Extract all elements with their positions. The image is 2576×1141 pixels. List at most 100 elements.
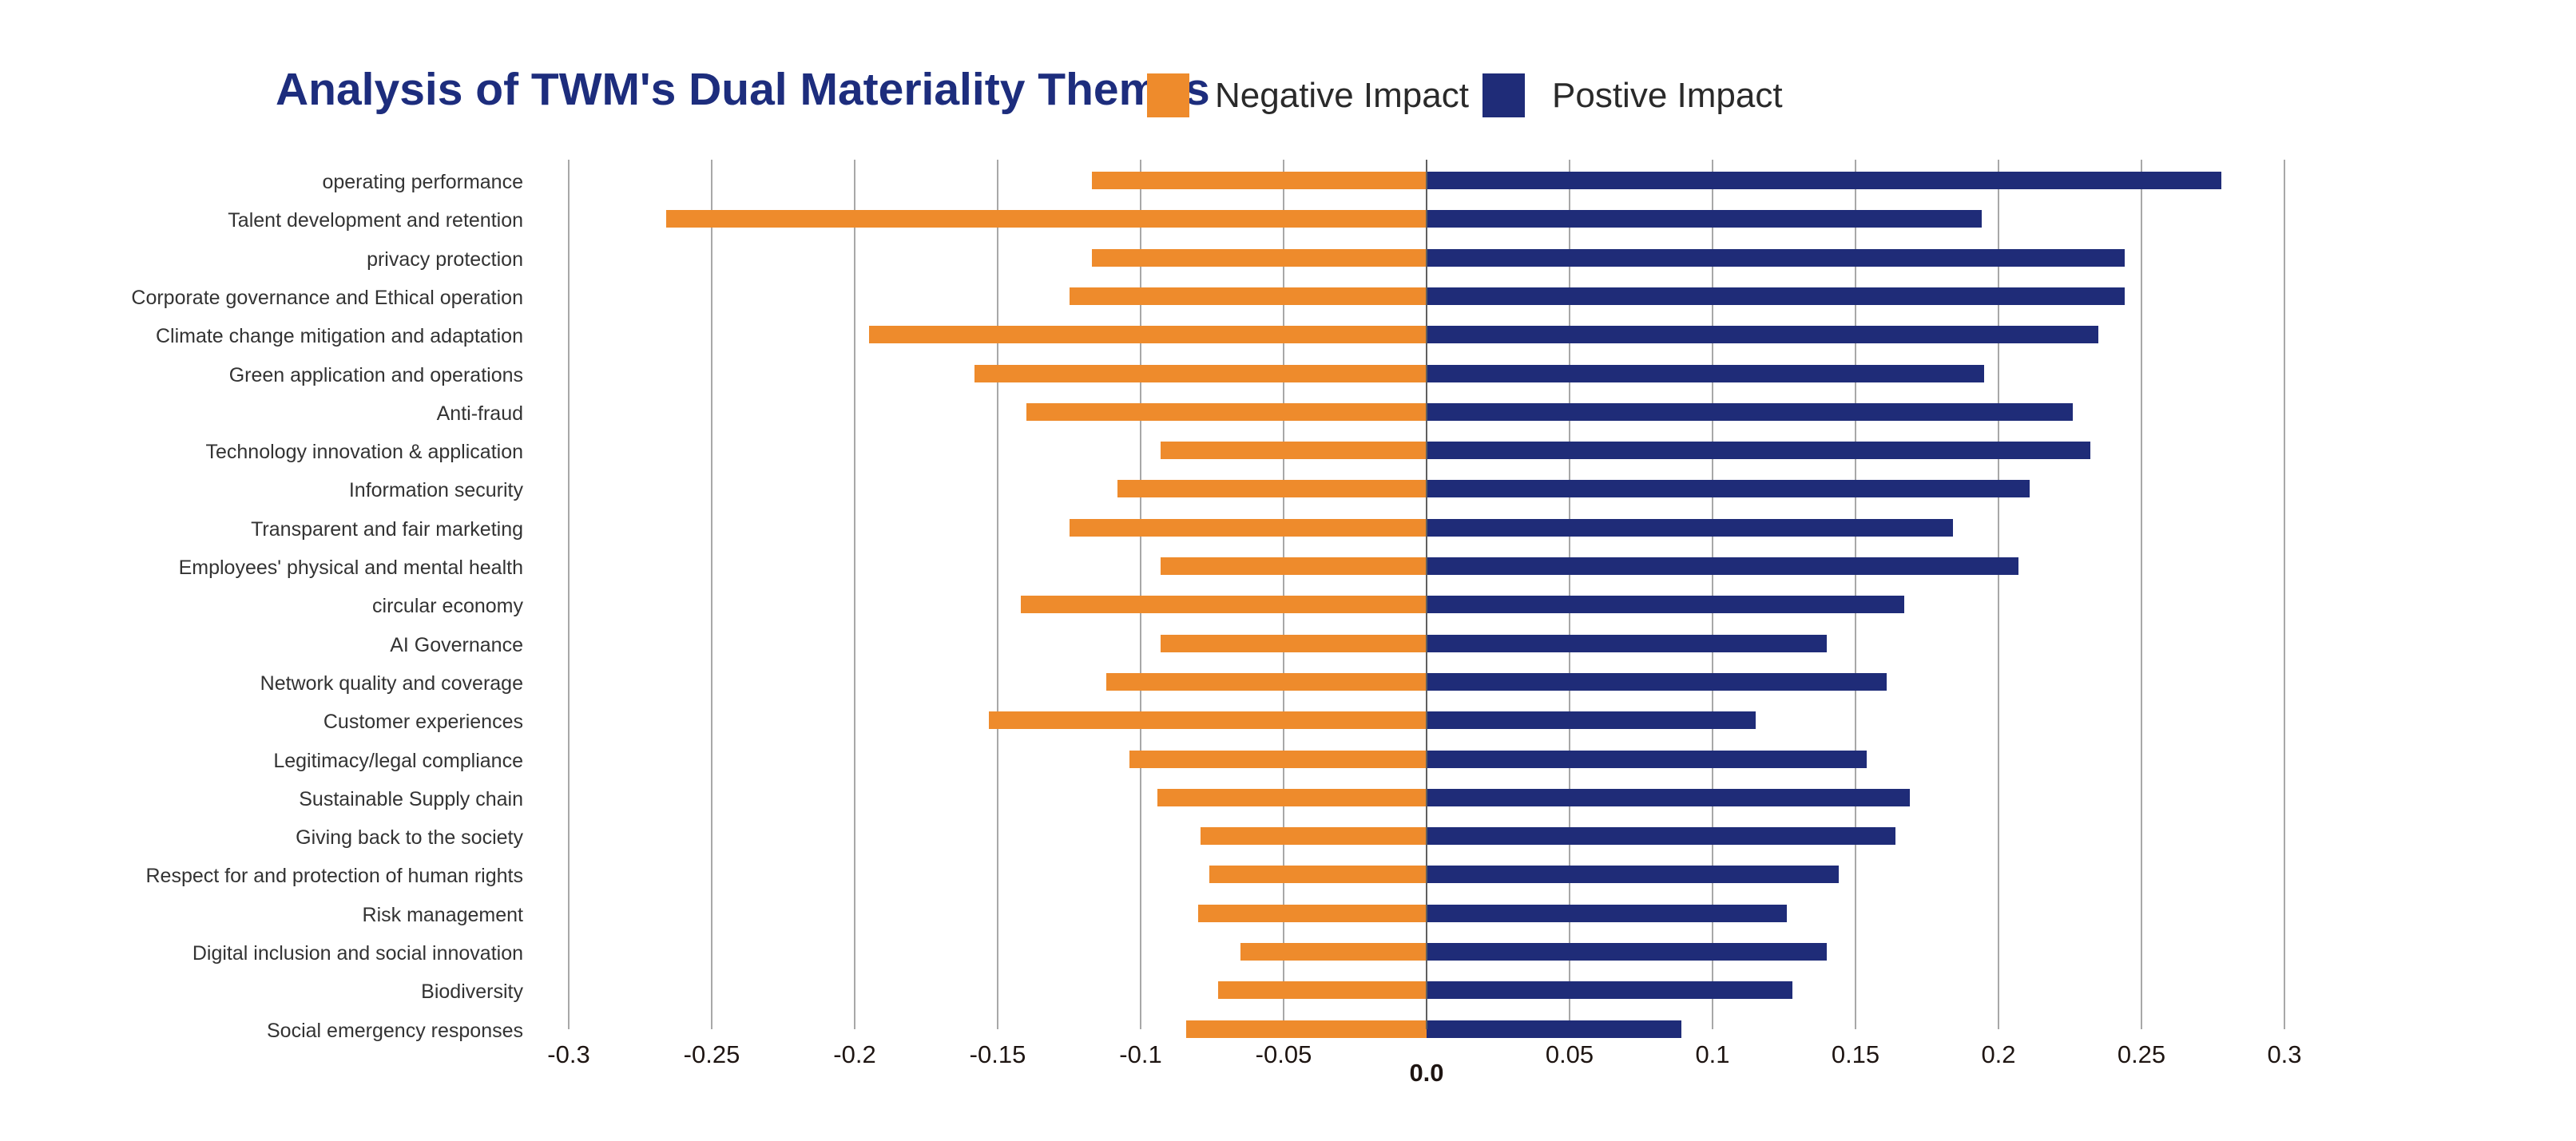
bar-positive (1427, 326, 2099, 344)
category-label: Talent development and retention (228, 209, 523, 232)
bar-negative (1092, 172, 1427, 189)
bar-negative (1069, 287, 1427, 305)
bar-negative (1106, 672, 1427, 691)
category-label: Corporate governance and Ethical operati… (131, 286, 523, 309)
bar-positive (1427, 866, 1839, 884)
category-label: Anti-fraud (436, 402, 523, 425)
gridline (1998, 160, 1999, 1029)
bar-negative (1069, 518, 1427, 537)
bar-negative (1217, 981, 1427, 1000)
category-label: Technology innovation & application (205, 441, 524, 464)
category-label: Employees' physical and mental health (178, 557, 523, 579)
category-label: Risk management (362, 903, 523, 926)
legend-positive-label: Postive Impact (1552, 76, 1783, 115)
gridline (1569, 160, 1570, 1029)
bar-positive (1427, 287, 2125, 305)
bar-positive (1427, 248, 2125, 267)
category-label: privacy protection (367, 248, 523, 271)
bar-negative (974, 364, 1427, 382)
bar-positive (1427, 943, 1828, 961)
bar-negative (1129, 750, 1427, 768)
x-tick-label: -0.1 (1119, 1040, 1162, 1068)
category-label: Digital inclusion and social innovation (192, 942, 523, 965)
category-label: Biodiversity (421, 981, 523, 1004)
category-label: Social emergency responses (267, 1019, 523, 1042)
bar-negative (1157, 788, 1427, 806)
category-label: Green application and operations (228, 363, 523, 386)
bar-positive (1427, 788, 1911, 806)
bar-positive (1427, 518, 1953, 537)
bar-negative (1161, 442, 1427, 460)
bar-positive (1427, 1020, 1681, 1038)
bar-negative (868, 326, 1427, 344)
category-label: Respect for and protection of human righ… (145, 865, 524, 888)
bar-positive (1427, 672, 1887, 691)
bar-positive (1427, 210, 1982, 228)
category-label: Sustainable Supply chain (299, 787, 523, 810)
category-label: Legitimacy/legal compliance (273, 749, 523, 772)
bar-negative (989, 711, 1427, 730)
gridline (1140, 160, 1141, 1029)
category-label: Giving back to the society (296, 826, 523, 850)
bar-negative (1161, 634, 1427, 652)
gridline (568, 160, 570, 1029)
bar-positive (1427, 596, 1904, 614)
x-tick-label: 0.15 (1831, 1040, 1880, 1068)
x-tick-label: 0.05 (1545, 1040, 1594, 1068)
bar-negative (1020, 596, 1427, 614)
bar-positive (1427, 634, 1828, 652)
legend-negative-label: Negative Impact (1215, 76, 1469, 115)
bar-positive (1427, 402, 2074, 421)
gridline (711, 160, 712, 1029)
bar-positive (1427, 442, 2090, 460)
bar-positive (1427, 480, 2030, 498)
bar-negative (665, 210, 1427, 228)
bar-negative (1240, 943, 1427, 961)
category-label: Climate change mitigation and adaptation (155, 325, 523, 348)
gridline (2141, 160, 2142, 1029)
bar-negative (1161, 557, 1427, 575)
bar-negative (1092, 248, 1427, 267)
bar-negative (1186, 1020, 1427, 1038)
bar-negative (1197, 904, 1427, 922)
gridline (1855, 160, 1856, 1029)
bar-positive (1427, 827, 1896, 846)
category-label: operating performance (322, 171, 523, 193)
x-tick-label: 0.2 (1981, 1040, 2016, 1068)
bar-positive (1427, 904, 1788, 922)
bar-positive (1427, 557, 2019, 575)
x-tick-label: -0.25 (683, 1040, 740, 1068)
category-label: Network quality and coverage (260, 672, 523, 695)
gridline (1283, 160, 1284, 1029)
bar-negative (1201, 827, 1427, 846)
x-tick-label: -0.3 (547, 1040, 590, 1068)
bar-positive (1427, 364, 1985, 382)
chart-title: Analysis of TWM's Dual Materiality Theme… (276, 64, 1210, 115)
bar-positive (1427, 172, 2222, 189)
gridline (2284, 160, 2285, 1029)
x-tick-label: -0.05 (1255, 1040, 1312, 1068)
category-label: Customer experiences (323, 711, 523, 734)
gridline (997, 160, 998, 1029)
category-label: Information security (348, 479, 523, 502)
category-label: AI Governance (390, 633, 523, 656)
x-tick-label: 0.25 (2117, 1040, 2166, 1068)
bar-positive (1427, 711, 1756, 730)
category-label: circular economy (372, 595, 523, 618)
gridline (854, 160, 855, 1029)
bar-positive (1427, 750, 1868, 768)
x-tick-label: -0.15 (969, 1040, 1026, 1068)
zero-gridline (1426, 160, 1427, 1029)
legend-negative-swatch (1147, 73, 1189, 117)
legend-positive-swatch (1482, 73, 1525, 117)
x-tick-label: -0.2 (833, 1040, 876, 1068)
category-label: Transparent and fair marketing (251, 517, 523, 541)
bar-positive (1427, 981, 1793, 1000)
x-tick-label: 0.0 (1409, 1059, 1444, 1087)
gridline (1712, 160, 1713, 1029)
bar-negative (1026, 402, 1427, 421)
x-tick-label: 0.3 (2267, 1040, 2302, 1068)
x-tick-label: 0.1 (1695, 1040, 1730, 1068)
bar-negative (1209, 866, 1427, 884)
